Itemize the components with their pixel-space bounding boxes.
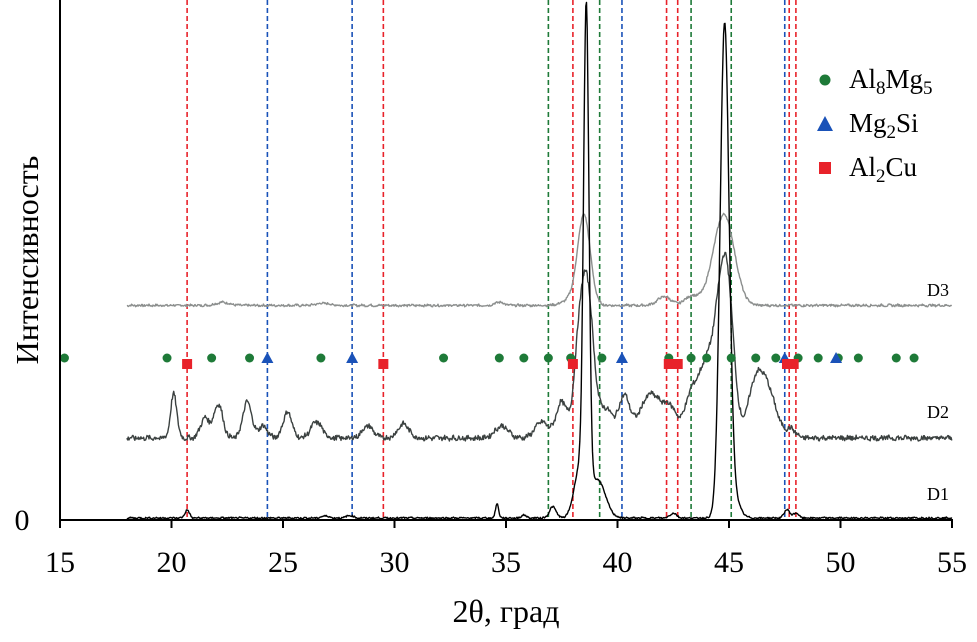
marker-al2cu [663, 359, 674, 369]
marker-al8mg5 [597, 353, 607, 363]
series-labels: D3 D2 D1 [927, 280, 949, 504]
marker-mg2si [615, 352, 628, 363]
phase-markers [59, 352, 919, 369]
marker-al8mg5 [519, 353, 529, 363]
series-line-d3 [126, 212, 953, 308]
marker-mg2si [261, 352, 274, 363]
y-tick-label-0: 0 [15, 504, 30, 537]
marker-al8mg5 [751, 353, 761, 363]
x-tick-label-55: 55 [937, 546, 967, 579]
legend-label-al2cu: Al2Cu [849, 152, 918, 187]
marker-al8mg5 [245, 353, 255, 363]
series-line-d2 [126, 251, 953, 442]
legend: Al8Mg5 Mg2Si Al2Cu [817, 64, 933, 187]
x-tick-label-50: 50 [826, 546, 856, 579]
marker-al2cu [567, 359, 578, 369]
marker-al8mg5 [853, 353, 863, 363]
x-tick-label-15: 15 [45, 546, 75, 579]
marker-mg2si [830, 352, 843, 363]
x-tick-label-35: 35 [491, 546, 521, 579]
marker-al8mg5 [494, 353, 504, 363]
x-tick-label-45: 45 [714, 546, 744, 579]
marker-al2cu [378, 359, 389, 369]
marker-al2cu [781, 359, 792, 369]
legend-marker-al8mg5 [819, 74, 831, 86]
marker-al2cu [672, 359, 683, 369]
legend-label-mg2si: Mg2Si [849, 108, 919, 143]
x-tick-label-25: 25 [268, 546, 298, 579]
marker-al8mg5 [771, 353, 781, 363]
marker-al8mg5 [207, 353, 217, 363]
x-axis-title: 2θ, град [453, 593, 560, 629]
legend-marker-al2cu [819, 162, 831, 174]
marker-al8mg5 [813, 353, 823, 363]
legend-marker-mg2si [817, 116, 833, 131]
marker-al8mg5 [543, 353, 553, 363]
marker-al8mg5 [59, 353, 69, 363]
marker-al8mg5 [726, 353, 736, 363]
marker-al8mg5 [891, 353, 901, 363]
x-tick-label-40: 40 [603, 546, 633, 579]
marker-al8mg5 [909, 353, 919, 363]
series-line-d1 [126, 1, 953, 520]
marker-al8mg5 [439, 353, 449, 363]
marker-al8mg5 [702, 353, 712, 363]
series-label-d1: D1 [927, 484, 949, 504]
y-axis-title: Интенсивность [9, 156, 45, 365]
axes: 0 [15, 0, 953, 537]
reference-lines [186, 0, 797, 520]
x-tick-label-30: 30 [380, 546, 410, 579]
legend-label-al8mg5: Al8Mg5 [849, 64, 933, 99]
marker-al8mg5 [162, 353, 172, 363]
marker-al8mg5 [316, 353, 326, 363]
x-tick-label-20: 20 [157, 546, 187, 579]
marker-al2cu [182, 359, 193, 369]
series-label-d2: D2 [927, 402, 949, 422]
series-label-d3: D3 [927, 280, 949, 300]
x-ticks: 15 20 25 30 35 40 45 50 55 [45, 520, 967, 579]
marker-al2cu [788, 359, 799, 369]
marker-mg2si [346, 352, 359, 363]
series-group [126, 1, 953, 520]
marker-al8mg5 [686, 353, 696, 363]
